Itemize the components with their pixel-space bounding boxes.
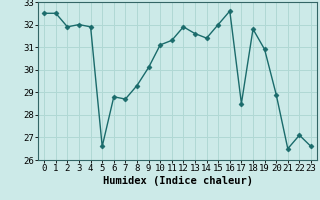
X-axis label: Humidex (Indice chaleur): Humidex (Indice chaleur) xyxy=(103,176,252,186)
